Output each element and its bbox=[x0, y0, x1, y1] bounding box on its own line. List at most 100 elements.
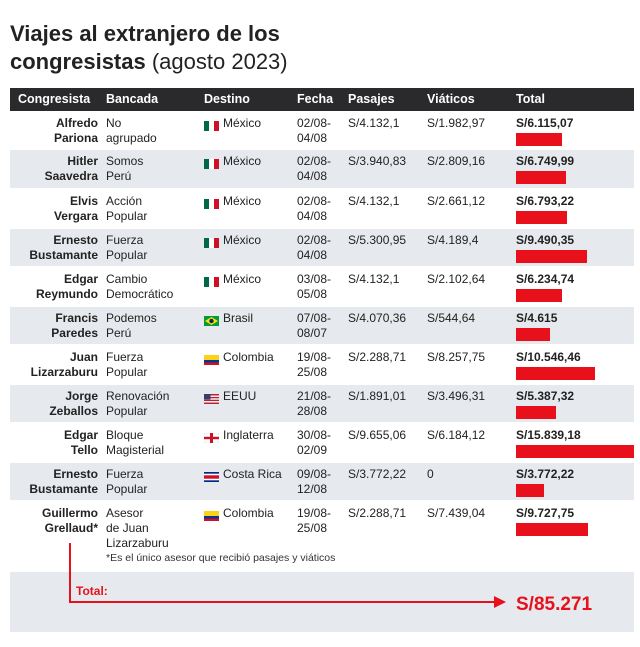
bancada: Fuerza bbox=[106, 467, 144, 481]
bancada: Popular bbox=[106, 248, 148, 262]
flag-icon bbox=[204, 394, 219, 404]
flag bbox=[204, 313, 219, 326]
fecha: 09/08- bbox=[297, 467, 332, 481]
grand-total: S/85.271 bbox=[516, 594, 593, 615]
bancada: de Juan bbox=[106, 521, 149, 535]
viaticos: S/2.661,12 bbox=[427, 194, 486, 208]
flag-icon bbox=[204, 159, 219, 169]
bancada: Perú bbox=[106, 169, 132, 183]
total-bar bbox=[516, 211, 567, 224]
congresista: Francis bbox=[55, 311, 98, 325]
flag bbox=[204, 352, 219, 365]
total-bar bbox=[516, 171, 567, 184]
congresista: Edgar bbox=[63, 428, 98, 442]
destino: EEUU bbox=[223, 389, 257, 403]
congresista: Ernesto bbox=[53, 467, 98, 481]
pasajes: S/3.940,83 bbox=[348, 154, 407, 168]
flag bbox=[204, 391, 219, 404]
header-cell: Total bbox=[516, 92, 545, 106]
total: S/9.727,75 bbox=[516, 506, 575, 520]
flag-icon bbox=[204, 472, 219, 482]
pasajes: S/9.655,06 bbox=[348, 428, 407, 442]
congresista: Zeballos bbox=[49, 404, 98, 418]
bancada: Perú bbox=[106, 326, 132, 340]
total-bar bbox=[516, 523, 589, 536]
pasajes: S/4.132,1 bbox=[348, 116, 400, 130]
bancada: No bbox=[106, 116, 122, 130]
header-cell: Bancada bbox=[106, 92, 159, 106]
congresista: Lizarzaburu bbox=[30, 365, 98, 379]
fecha: 19/08- bbox=[297, 506, 332, 520]
title-block: Viajes al extranjero de los congresistas… bbox=[10, 20, 320, 76]
viaticos: S/2.809,16 bbox=[427, 154, 486, 168]
bancada: Podemos bbox=[106, 311, 157, 325]
congresista: Vergara bbox=[53, 209, 98, 223]
congresista: Reymundo bbox=[35, 287, 98, 301]
flag bbox=[204, 118, 219, 131]
flag bbox=[204, 469, 219, 482]
total: S/6.234,74 bbox=[516, 272, 575, 286]
destino: México bbox=[223, 233, 262, 247]
congresista: Juan bbox=[69, 350, 98, 364]
destino: México bbox=[223, 154, 262, 168]
fecha: 02/08- bbox=[297, 154, 332, 168]
bancada: Fuerza bbox=[106, 233, 144, 247]
total-bar bbox=[516, 250, 587, 263]
total-bar bbox=[516, 289, 563, 302]
congresista: Alfredo bbox=[56, 116, 98, 130]
fecha: 02/09 bbox=[297, 443, 328, 457]
total: S/4.615 bbox=[516, 311, 558, 325]
total: S/6.793,22 bbox=[516, 194, 575, 208]
note: *Es el único asesor que recibió pasajes … bbox=[106, 552, 336, 564]
congresista: Tello bbox=[70, 443, 98, 457]
congresista: Pariona bbox=[53, 131, 98, 145]
viaticos: S/7.439,04 bbox=[427, 506, 486, 520]
flag-icon bbox=[204, 277, 219, 287]
congresista: Grellaud* bbox=[44, 521, 98, 535]
bancada: Lizarzaburu bbox=[106, 536, 169, 550]
viaticos: S/544,64 bbox=[427, 311, 476, 325]
header-bar bbox=[10, 88, 634, 111]
fecha: 21/08- bbox=[297, 389, 332, 403]
fecha: 04/08 bbox=[297, 248, 328, 262]
pasajes: S/4.132,1 bbox=[348, 272, 400, 286]
arrow-line bbox=[69, 543, 496, 603]
bancada: Democrático bbox=[106, 287, 174, 301]
flag bbox=[204, 156, 219, 169]
congresista: Bustamante bbox=[29, 248, 98, 262]
bancada: Popular bbox=[106, 365, 148, 379]
destino: México bbox=[223, 272, 262, 286]
pasajes: S/2.288,71 bbox=[348, 350, 407, 364]
flag bbox=[204, 235, 219, 248]
viaticos: S/3.496,31 bbox=[427, 389, 486, 403]
total: S/3.772,22 bbox=[516, 467, 575, 481]
bancada: Renovación bbox=[106, 389, 170, 403]
total-label: Total: bbox=[76, 584, 108, 598]
viaticos: S/6.184,12 bbox=[427, 428, 486, 442]
viaticos: S/1.982,97 bbox=[427, 116, 486, 130]
pasajes: S/4.070,36 bbox=[348, 311, 407, 325]
pasajes: S/4.132,1 bbox=[348, 194, 400, 208]
viaticos: S/2.102,64 bbox=[427, 272, 486, 286]
header-cell: Fecha bbox=[297, 92, 334, 106]
fecha: 19/08- bbox=[297, 350, 332, 364]
total-bar bbox=[516, 484, 545, 497]
pasajes: S/3.772,22 bbox=[348, 467, 407, 481]
header-cell: Pasajes bbox=[348, 92, 395, 106]
bancada: Popular bbox=[106, 482, 148, 496]
fecha: 30/08- bbox=[297, 428, 332, 442]
total: S/15.839,18 bbox=[516, 428, 581, 442]
viaticos: S/4.189,4 bbox=[427, 233, 479, 247]
flag-icon bbox=[204, 238, 219, 248]
destino: Colombia bbox=[223, 350, 274, 364]
destino: Colombia bbox=[223, 506, 274, 520]
fecha: 04/08 bbox=[297, 169, 328, 183]
pasajes: S/5.300,95 bbox=[348, 233, 407, 247]
bancada: Magisterial bbox=[106, 443, 165, 457]
bancada: Somos bbox=[106, 154, 144, 168]
congresista: Saavedra bbox=[44, 169, 98, 183]
congresista: Hitler bbox=[67, 154, 98, 168]
total: S/5.387,32 bbox=[516, 389, 575, 403]
flag-icon bbox=[204, 199, 219, 209]
congresista: Paredes bbox=[51, 326, 98, 340]
